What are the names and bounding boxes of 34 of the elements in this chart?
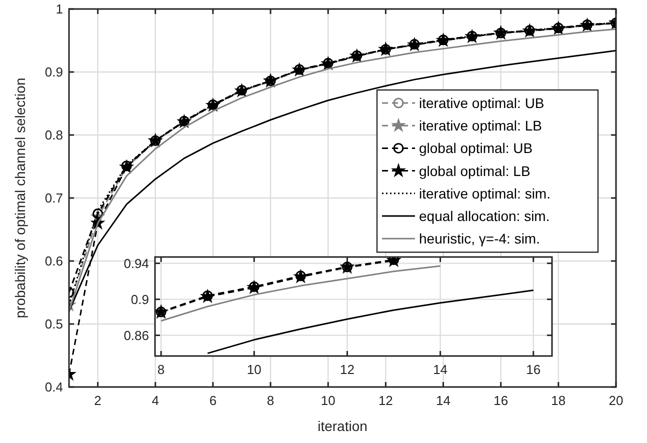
x-tick-label: 6 [209, 393, 217, 408]
legend-label: iterative optimal: sim. [419, 185, 550, 202]
y-tick-label: 0.5 [44, 316, 63, 332]
legend-label: iterative optimal: UB [419, 95, 544, 111]
y-tick-label: 1 [56, 2, 63, 16]
y-tick-label: 0.4 [44, 380, 63, 394]
x-tick-label: 8 [157, 362, 165, 377]
x-tick-label: 14 [436, 393, 450, 408]
x-tick-label: 20 [608, 393, 624, 408]
x-tick-label: 10 [246, 362, 262, 377]
legend-label: global optimal: UB [419, 140, 533, 156]
x-tick-label: 8 [266, 393, 274, 408]
y-tick-label: 0.6 [44, 254, 63, 268]
legend-label: heuristic, γ=-4: sim. [419, 230, 540, 247]
x-tick-label: 16 [526, 362, 541, 377]
x-tick-label: 12 [340, 362, 354, 377]
x-tick-label: 2 [94, 393, 102, 408]
x-tick-label: 18 [551, 393, 566, 408]
legend-label: iterative optimal: LB [419, 118, 542, 134]
x-axis-title: iteration [318, 418, 368, 434]
y-tick-label: 0.8 [44, 128, 63, 142]
x-tick-label: 16 [494, 393, 508, 408]
y-tick-label: 0.9 [130, 292, 149, 307]
legend-label: global optimal: LB [419, 162, 530, 179]
x-tick-label: 10 [320, 393, 336, 408]
x-tick-label: 12 [378, 393, 393, 408]
y-tick-label: 0.7 [44, 190, 63, 206]
x-tick-label: 14 [433, 362, 448, 377]
legend-label: equal allocation: sim. [419, 208, 550, 224]
y-tick-label: 0.94 [124, 256, 149, 271]
y-tick-label: 0.86 [124, 328, 149, 343]
x-tick-label: 4 [152, 393, 159, 408]
y-axis-title: probability of optimal channel selection [12, 78, 28, 318]
y-tick-label: 0.9 [44, 64, 63, 80]
